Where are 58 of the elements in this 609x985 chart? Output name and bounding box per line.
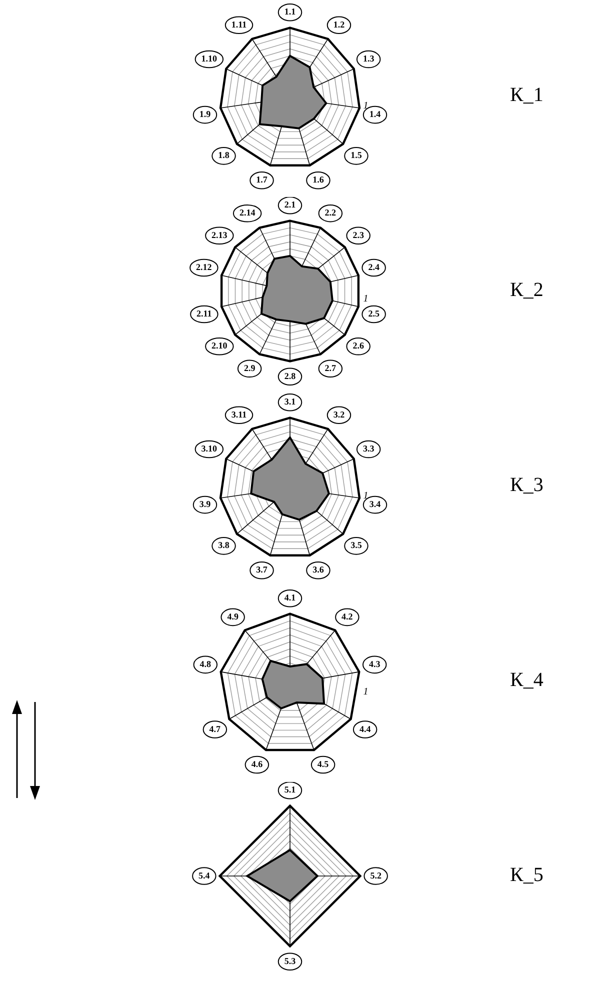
spoke-label: 1.9 [199,109,212,120]
spoke-label: 3.5 [350,540,362,550]
text: К_2 [510,279,544,302]
spoke-label: 2.5 [368,308,380,319]
spoke-label: 5.3 [284,956,296,966]
spoke-label: 3.10 [201,444,218,454]
spoke-label: 2.7 [324,362,337,373]
spoke-label: 4.3 [368,659,381,669]
text: К_5 [510,864,544,887]
spoke-label: 1.4 [369,109,382,120]
spoke-label: 2.13 [212,230,228,240]
spoke-label: 3.11 [231,409,248,420]
text: 1 [363,490,368,502]
spoke-label: 3.8 [218,540,230,550]
spoke-label: 1.1 [284,6,296,17]
text: 1 [363,686,368,698]
spoke-label: 1.8 [218,150,230,160]
spoke-label: 4.6 [251,759,264,770]
spoke-label: 2.4 [368,262,380,272]
text: К_3 [510,474,544,497]
spoke-label: 3.3 [362,444,375,454]
text: 1 [363,294,368,305]
spoke-label: 2.11 [196,308,212,319]
text: К_1 [510,84,544,107]
spoke-label: 2.6 [352,340,364,351]
spoke-label: 4.2 [342,611,354,622]
spoke-label: 4.8 [200,659,212,669]
spoke-label: 3.1 [284,396,296,407]
spoke-label: 4.9 [227,611,239,622]
spoke-label: 2.12 [196,262,212,272]
spoke-label: 1.10 [201,54,218,64]
text: 1 [363,100,368,112]
spoke-label: 2.10 [212,340,228,351]
spoke-label: 1.6 [312,174,324,185]
spoke-label: 4.4 [359,724,372,734]
spoke-label: 5.4 [198,870,210,880]
spoke-label: 5.2 [370,870,382,880]
spoke-label: 2.8 [284,370,296,381]
spoke-label: 1.5 [350,150,362,160]
spoke-label: 2.3 [352,230,364,240]
text: К_4 [510,669,544,692]
spoke-label: 1.7 [256,174,268,185]
spoke-label: 2.1 [284,200,296,210]
spoke-label: 1.2 [333,19,346,30]
spoke-label: 2.14 [239,208,256,218]
spoke-label: 4.5 [317,759,330,770]
spoke-label: 3.9 [199,499,212,510]
spoke-label: 5.1 [284,784,296,795]
spoke-label: 3.6 [312,564,324,575]
spoke-label: 1.3 [362,54,375,64]
spoke-label: 4.1 [284,592,296,603]
spoke-label: 3.2 [333,409,346,420]
spoke-label: 4.7 [209,724,222,734]
spoke-label: 3.7 [256,564,268,575]
spoke-label: 2.2 [324,208,337,218]
spoke-label: 1.11 [231,19,248,30]
spoke-label: 3.4 [369,499,382,510]
spoke-label: 2.9 [244,362,256,373]
